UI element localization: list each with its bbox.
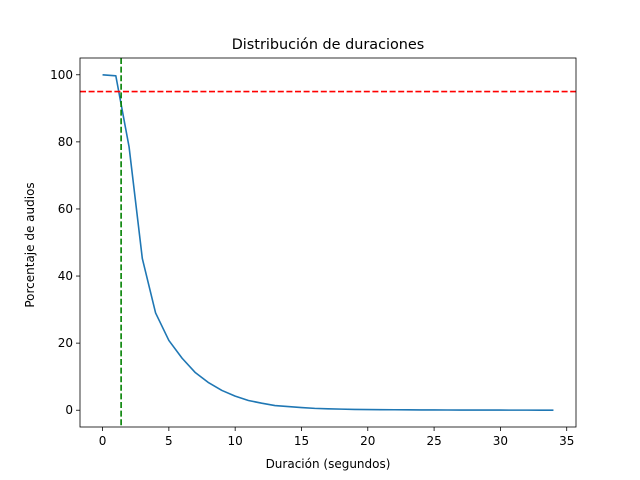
series-line-0 — [102, 73, 554, 411]
y-axis-label: Porcentaje de audios — [23, 182, 37, 307]
x-tick-label: 20 — [360, 434, 375, 448]
axes-frame — [79, 57, 577, 428]
y-tick-label: 100 — [50, 68, 73, 82]
y-tick-label: 80 — [58, 135, 73, 149]
x-axis-label: Duración (segundos) — [266, 457, 391, 471]
x-tick-label: 30 — [493, 434, 508, 448]
x-tick-label: 0 — [99, 434, 107, 448]
x-tick-label: 5 — [165, 434, 173, 448]
y-tick-label: 40 — [58, 269, 73, 283]
chart-title: Distribución de duraciones — [232, 37, 425, 53]
x-tick-label: 25 — [426, 434, 441, 448]
tick-group: 0 5 10 15 20 25 30 35 0 20 40 60 80 100 — [50, 68, 574, 448]
y-tick-label: 0 — [65, 403, 73, 417]
x-tick-label: 10 — [228, 434, 243, 448]
plot-area — [80, 58, 576, 427]
x-tick-label: 35 — [559, 434, 574, 448]
x-tick-label: 15 — [294, 434, 309, 448]
y-tick-label: 60 — [58, 202, 73, 216]
y-tick-label: 20 — [58, 336, 73, 350]
